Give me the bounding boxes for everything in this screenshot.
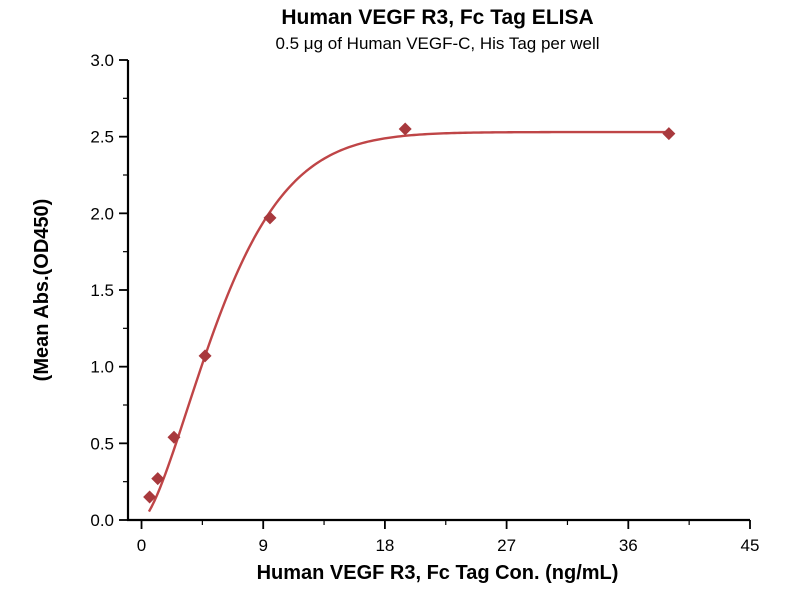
y-tick-label: 0.5 <box>90 434 114 453</box>
data-point <box>198 349 212 363</box>
data-point <box>662 127 676 141</box>
y-tick-label: 0.0 <box>90 511 114 530</box>
y-tick-label: 2.0 <box>90 204 114 223</box>
y-axis-title: (Mean Abs.(OD450) <box>31 198 53 382</box>
data-point <box>151 472 165 486</box>
x-axis-title: Human VEGF R3, Fc Tag Con. (ng/mL) <box>256 562 619 584</box>
chart-subtitle: 0.5 μg of Human VEGF-C, His Tag per well <box>275 34 600 53</box>
data-point <box>167 430 181 444</box>
data-point <box>263 211 277 225</box>
x-tick-label: 18 <box>375 536 394 555</box>
x-tick-label: 9 <box>258 536 267 555</box>
x-tick-label: 36 <box>619 536 638 555</box>
x-tick-label: 0 <box>137 536 146 555</box>
x-tick-label: 45 <box>741 536 760 555</box>
data-point <box>398 122 412 136</box>
y-tick-label: 2.5 <box>90 128 114 147</box>
y-tick-label: 1.5 <box>90 281 114 300</box>
chart-title: Human VEGF R3, Fc Tag ELISA <box>281 6 594 29</box>
fit-curve <box>147 130 669 513</box>
x-tick-label: 27 <box>497 536 516 555</box>
y-tick-label: 3.0 <box>90 51 114 70</box>
y-tick-label: 1.0 <box>90 358 114 377</box>
data-point <box>143 490 157 504</box>
